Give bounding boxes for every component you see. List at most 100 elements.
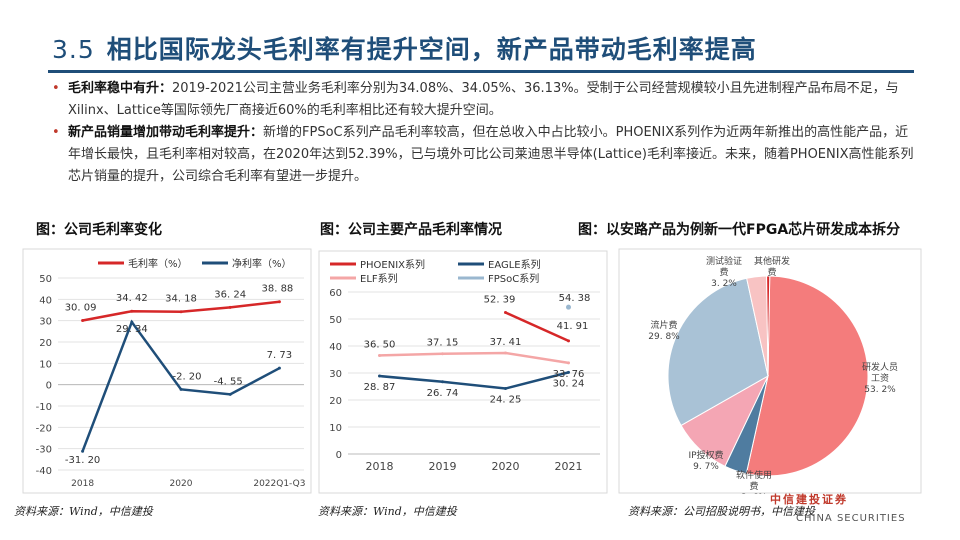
data-point — [130, 309, 134, 313]
legend-label: PHOENIX系列 — [360, 258, 425, 271]
y-tick-label: 50 — [329, 315, 342, 326]
chart-product-margin: 0 10 20 30 40 50 60 2018 2019 2020 2021 PHOENIX系列 EA… — [318, 250, 608, 494]
y-tick-label: 60 — [329, 288, 342, 299]
data-label: 29. 34 — [116, 324, 148, 335]
data-label: 37. 15 — [427, 338, 459, 349]
y-tick-label: 30 — [39, 317, 52, 328]
x-tick-label: 2018 — [366, 460, 394, 473]
data-label: 52. 39 — [484, 295, 516, 306]
figure-title-left: 图：公司毛利率变化 — [36, 222, 162, 238]
data-point — [277, 300, 281, 304]
y-tick-label: 20 — [329, 396, 342, 407]
bullet-dot-icon: • — [52, 81, 60, 96]
data-label: 54. 38 — [559, 293, 591, 304]
data-label: 7. 73 — [267, 350, 292, 361]
x-tick-label: 2019 — [429, 460, 457, 473]
x-tick-label: 2020 — [170, 479, 193, 489]
y-tick-label: 0 — [46, 381, 52, 392]
data-label: 30. 09 — [65, 302, 97, 313]
data-point — [504, 387, 507, 391]
bullet-lead: 新产品销量增加带动毛利率提升： — [68, 125, 264, 140]
bullet-text: 2019-2021公司主营业务毛利率分别为34.08%、34.05%、36.13… — [68, 81, 899, 118]
y-tick-label: -30 — [36, 445, 52, 456]
source-right: 资料来源：公司招股说明书，中信建投 — [628, 505, 815, 518]
y-tick-label: 10 — [39, 359, 52, 370]
pie-label: 其他研发费 — [754, 255, 790, 278]
data-label: 34. 18 — [165, 294, 197, 305]
source-left: 资料来源：Wind，中信建投 — [14, 505, 153, 518]
data-point — [378, 353, 381, 357]
data-point — [441, 380, 444, 384]
bullet-text: 新增的FPSoC系列产品毛利率较高，但在总收入中占比较小。PHOENIX系列作为… — [68, 125, 914, 184]
x-tick-label: 2021 — [555, 460, 583, 473]
data-point — [567, 370, 570, 374]
section-number: 3.5 — [52, 35, 95, 64]
data-label: 37. 41 — [490, 337, 522, 348]
y-tick-label: -40 — [36, 466, 52, 477]
y-tick-label: -20 — [36, 423, 52, 434]
y-tick-label: -10 — [36, 402, 52, 413]
data-label: 24. 25 — [490, 395, 522, 406]
series-line — [379, 371, 569, 390]
pie-label: 软件使用费3. 6% — [736, 469, 772, 494]
data-point — [504, 311, 507, 315]
data-label: 26. 74 — [427, 388, 459, 399]
chart-gross-net-margin: -40 -30 -20 -10 0 10 20 30 40 50 2018 2020 2022Q1-Q3… — [22, 248, 312, 494]
brand-english: CHINA SECURITIES — [796, 513, 906, 524]
brand-logo: 中信建投证券 CHINA SECURITIES — [770, 491, 920, 527]
x-tick-label: 2018 — [71, 479, 94, 489]
data-label: 33. 76 — [553, 369, 585, 380]
brand-name: 中信建投证券 — [770, 493, 848, 506]
data-label: -4. 55 — [214, 376, 243, 387]
data-point — [567, 339, 570, 343]
y-tick-label: 40 — [329, 342, 342, 353]
pie-label: IP授权费 9. 7% — [688, 449, 723, 472]
pie-slice — [766, 275, 771, 377]
bullet-lead: 毛利率稳中有升： — [68, 81, 173, 96]
data-point — [566, 304, 571, 310]
pie-label: 测试验证费 3. 2% — [706, 255, 742, 289]
chart-frame — [318, 250, 608, 494]
pie-label: 研发人员工资 53. 2% — [862, 361, 898, 395]
bullet-dot-icon: • — [52, 125, 60, 140]
data-point — [441, 352, 444, 356]
data-point — [179, 310, 183, 314]
data-label: 41. 91 — [557, 321, 589, 332]
data-label: 38. 88 — [261, 284, 293, 295]
figure-title-right: 图：以安路产品为例新一代FPGA芯片研发成本拆分 — [578, 222, 901, 238]
y-tick-label: 20 — [39, 338, 52, 349]
data-label: -2. 20 — [172, 371, 201, 382]
legend-label: 净利率（%） — [232, 257, 292, 270]
bullet-gross-margin: • 毛利率稳中有升：2019-2021公司主营业务毛利率分别为34.08%、34… — [48, 78, 914, 122]
x-tick-label: 2020 — [492, 460, 520, 473]
legend-label: ELF系列 — [360, 272, 398, 285]
pie-slice — [745, 275, 869, 477]
data-label: 36. 50 — [364, 339, 396, 350]
figure-title-middle: 图：公司主要产品毛利率情况 — [320, 222, 502, 238]
data-label: 28. 87 — [364, 382, 396, 393]
series-line — [379, 351, 569, 365]
data-point — [228, 305, 232, 309]
legend-label: FPSoC系列 — [488, 272, 539, 285]
data-point — [81, 449, 85, 453]
source-middle: 资料来源：Wind，中信建投 — [318, 505, 457, 518]
data-point — [228, 392, 232, 396]
y-tick-label: 50 — [39, 274, 52, 285]
data-point — [179, 387, 183, 391]
legend-label: 毛利率（%） — [128, 257, 188, 270]
data-point — [130, 320, 134, 324]
y-tick-label: 40 — [39, 295, 52, 306]
series-line — [504, 311, 570, 342]
data-label: -31. 20 — [65, 455, 100, 466]
data-point — [504, 351, 507, 355]
data-point — [277, 366, 281, 370]
pie-slice — [667, 277, 769, 427]
data-point — [378, 374, 381, 378]
data-label: 36. 24 — [214, 289, 246, 300]
y-tick-label: 30 — [329, 369, 342, 380]
title-text: 相比国际龙头毛利率有提升空间，新产品带动毛利率提高 — [106, 35, 757, 64]
data-label: 34. 42 — [116, 293, 148, 304]
pie-label: 流片费 29. 8% — [648, 319, 680, 342]
bullet-new-products: • 新产品销量增加带动毛利率提升：新增的FPSoC系列产品毛利率较高，但在总收入… — [48, 122, 914, 188]
